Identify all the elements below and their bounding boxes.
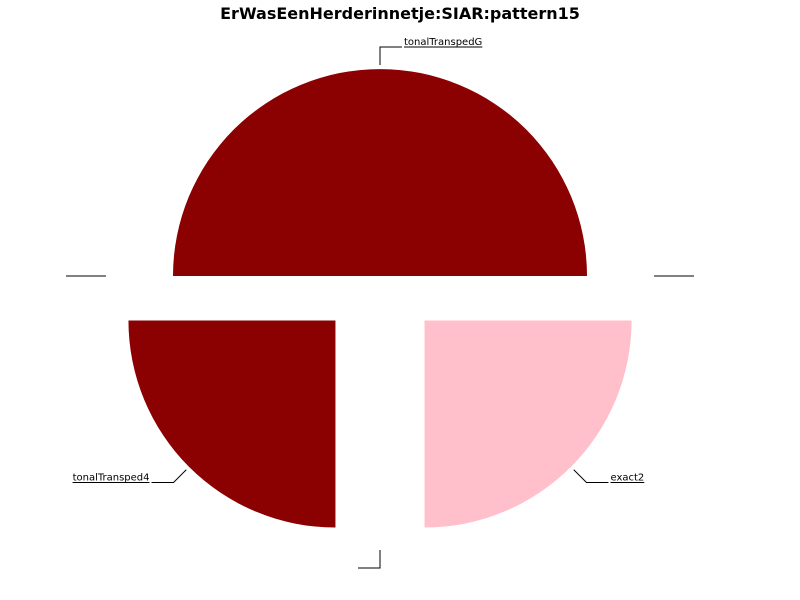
slice-label-group-4: exact2 [573,469,645,483]
pie-slice-2 [128,320,336,528]
slice-label-2: tonalTransped4 [73,472,150,483]
leader-line-0 [379,46,402,65]
pie-slice-4 [424,320,632,528]
leader-line-4 [573,469,609,483]
slice-label-group-3 [358,550,381,569]
slice-label-group-0: tonalTranspedG [379,37,483,65]
leader-line-2 [151,469,187,483]
slice-label-4: exact2 [610,472,644,483]
leader-line-3 [358,550,381,569]
chart-title: ErWasEenHerderinnetje:SIAR:pattern15 [220,4,580,23]
slice-label-0: tonalTranspedG [404,37,482,48]
slice-label-group-2: tonalTransped4 [72,469,187,483]
pie-slice-0 [173,69,587,276]
